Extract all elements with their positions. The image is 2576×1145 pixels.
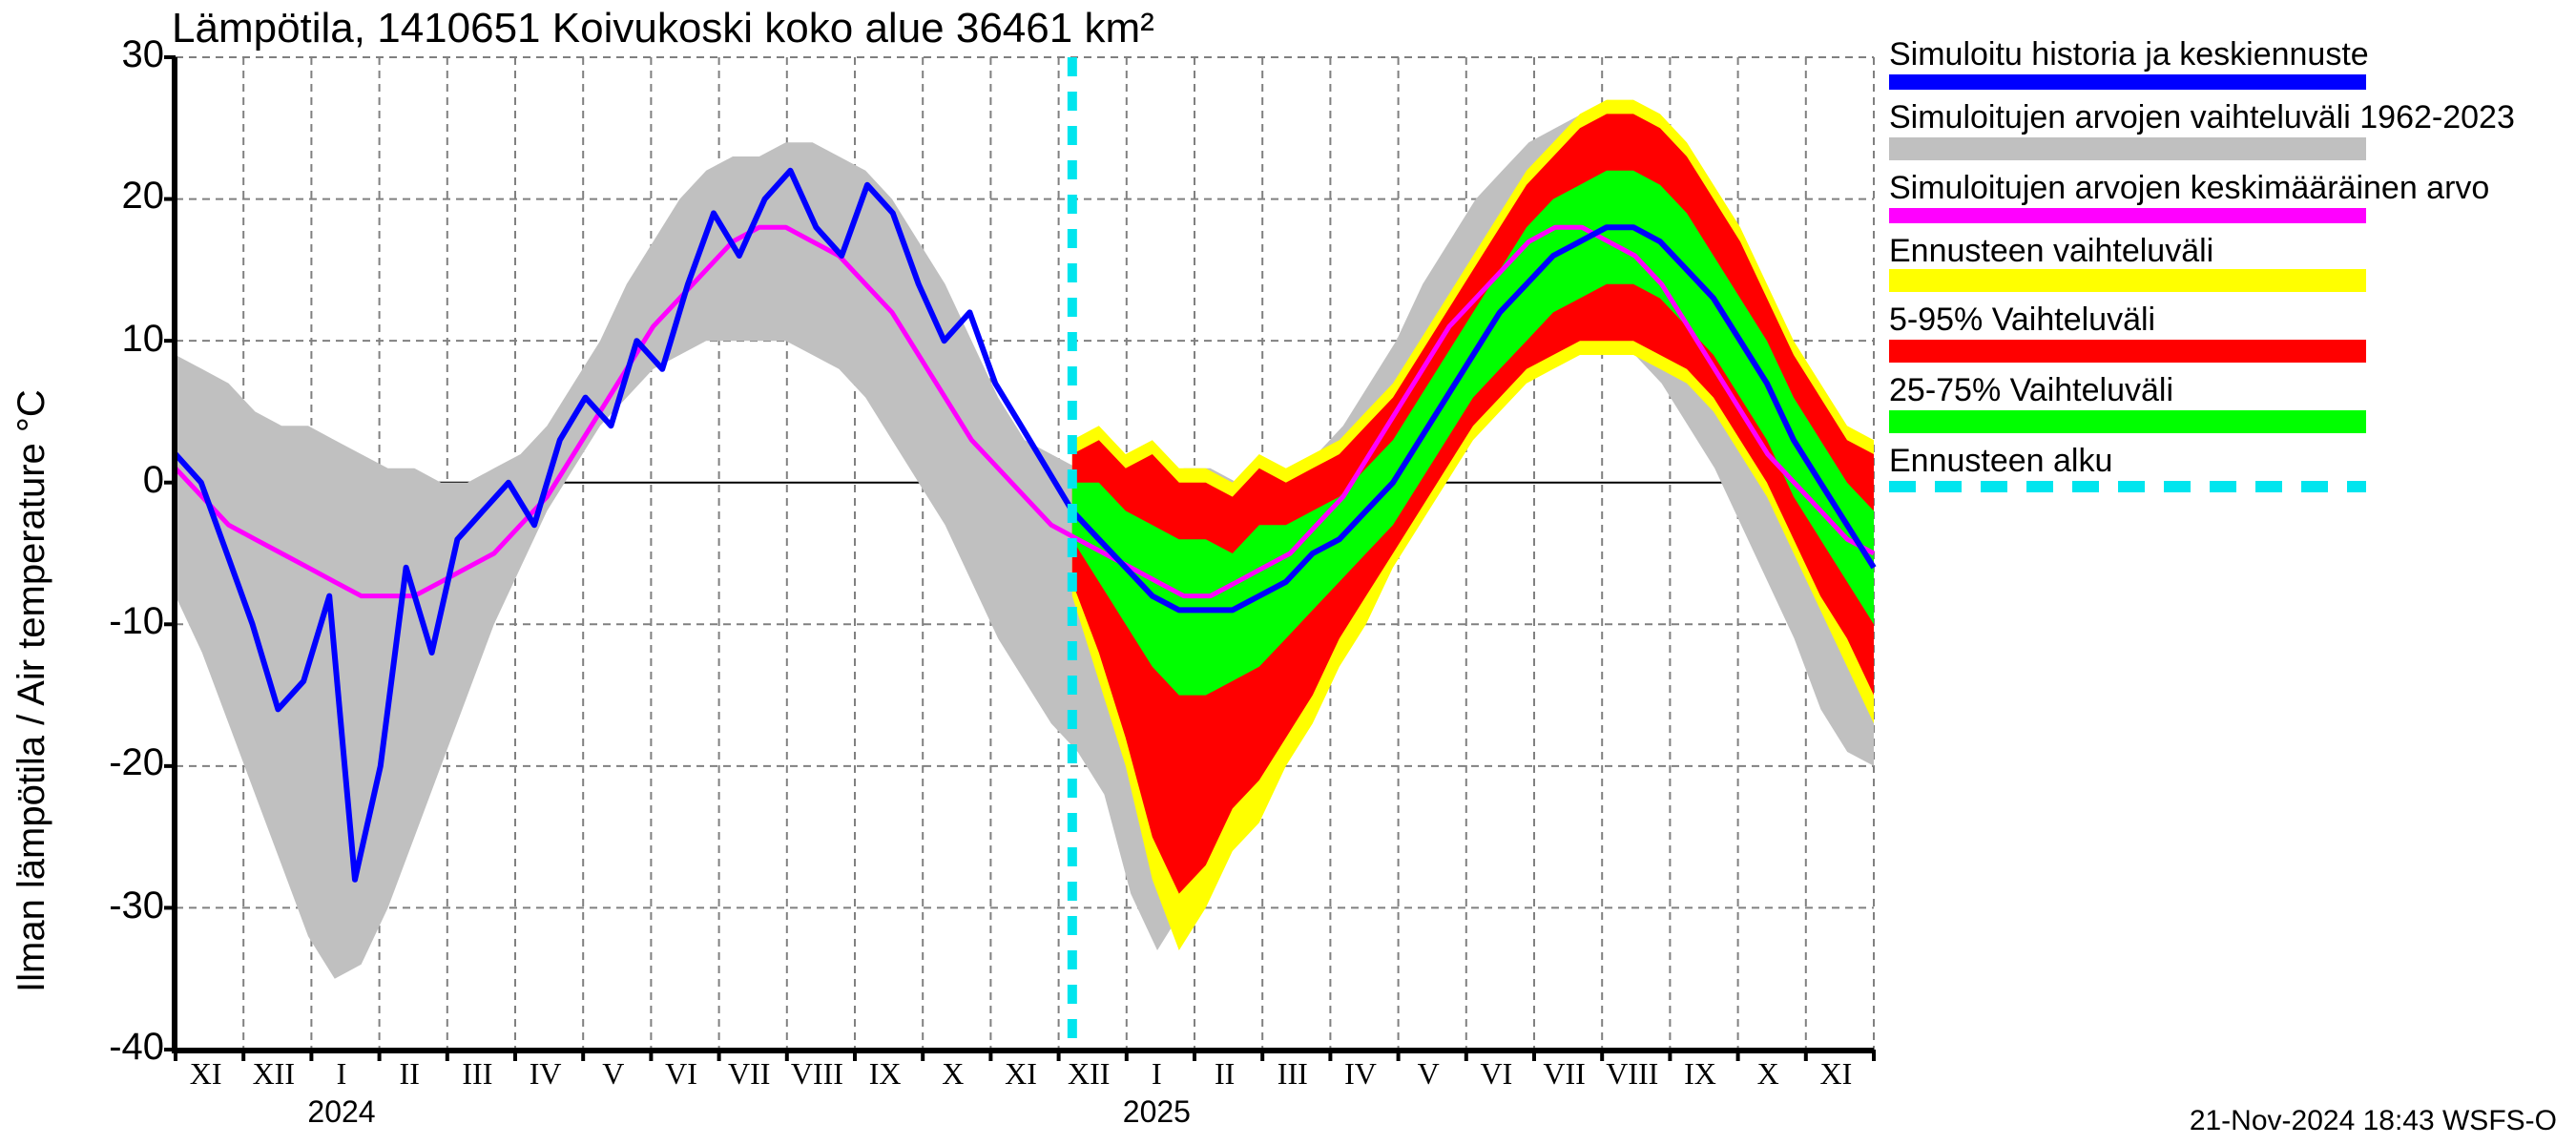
legend-swatch <box>1889 207 2366 222</box>
x-tick-label: X <box>942 1059 964 1093</box>
legend-label: 25-75% Vaihteluväli <box>1889 374 2557 408</box>
legend-swatch <box>1889 74 2366 90</box>
y-tick-label: -40 <box>109 1027 164 1071</box>
x-year-label: 2024 <box>307 1097 375 1132</box>
x-tick-label: I <box>337 1059 347 1093</box>
legend-swatch <box>1889 270 2366 293</box>
x-tick-label: II <box>1215 1059 1235 1093</box>
y-tick-label: -10 <box>109 601 164 645</box>
plot-area <box>172 57 1874 1053</box>
x-tick-label: III <box>1278 1059 1308 1093</box>
x-year-label: 2025 <box>1123 1097 1191 1132</box>
legend-item: Ennusteen vaihteluväli <box>1889 234 2557 293</box>
x-tick-label: XII <box>253 1059 295 1093</box>
legend-swatch <box>1889 481 2366 492</box>
x-tick-label: V <box>602 1059 624 1093</box>
x-tick-label: VI <box>1480 1059 1512 1093</box>
legend-item: 5-95% Vaihteluväli <box>1889 304 2557 364</box>
x-tick-label: IX <box>1684 1059 1716 1093</box>
legend-item: Ennusteen alku <box>1889 445 2557 492</box>
legend-label: Simuloitu historia ja keskiennuste <box>1889 38 2557 73</box>
x-tick-label: XII <box>1068 1059 1110 1093</box>
y-tick-label: 30 <box>122 34 165 78</box>
legend-label: Simuloitujen arvojen vaihteluväli 1962-2… <box>1889 101 2557 135</box>
legend-label: Simuloitujen arvojen keskimääräinen arvo <box>1889 171 2557 205</box>
legend-item: 25-75% Vaihteluväli <box>1889 374 2557 433</box>
x-tick-label: XI <box>1005 1059 1037 1093</box>
x-tick-label: XI <box>1819 1059 1852 1093</box>
x-tick-label: IV <box>530 1059 562 1093</box>
x-tick-label: I <box>1152 1059 1162 1093</box>
legend-label: 5-95% Vaihteluväli <box>1889 304 2557 339</box>
y-axis-label: Ilman lämpötila / Air temperature °C <box>11 389 55 992</box>
legend-label: Ennusteen vaihteluväli <box>1889 234 2557 268</box>
legend-swatch <box>1889 340 2366 363</box>
x-tick-label: IV <box>1344 1059 1377 1093</box>
legend: Simuloitu historia ja keskiennuste Simulo… <box>1889 38 2557 504</box>
legend-item: Simuloitujen arvojen vaihteluväli 1962-2… <box>1889 101 2557 160</box>
legend-swatch <box>1889 410 2366 433</box>
x-tick-label: VI <box>665 1059 697 1093</box>
x-tick-label: VII <box>728 1059 770 1093</box>
x-tick-label: VII <box>1543 1059 1585 1093</box>
x-tick-label: XI <box>190 1059 222 1093</box>
legend-swatch <box>1889 136 2366 159</box>
x-tick-label: X <box>1757 1059 1779 1093</box>
footer-timestamp: 21-Nov-2024 18:43 WSFS-O <box>2190 1105 2557 1137</box>
chart-title: Lämpötila, 1410651 Koivukoski koko alue … <box>172 4 1154 53</box>
legend-label: Ennusteen alku <box>1889 445 2557 479</box>
plot-svg <box>176 57 1874 1050</box>
x-tick-label: VIII <box>1606 1059 1658 1093</box>
y-tick-label: -20 <box>109 743 164 787</box>
x-tick-label: III <box>462 1059 492 1093</box>
y-tick-label: 0 <box>143 460 164 504</box>
legend-item: Simuloitujen arvojen keskimääräinen arvo <box>1889 171 2557 222</box>
chart-container: Lämpötila, 1410651 Koivukoski koko alue … <box>0 0 2576 1145</box>
y-tick-label: -30 <box>109 885 164 928</box>
x-tick-label: IX <box>869 1059 902 1093</box>
y-tick-label: 20 <box>122 177 165 220</box>
x-tick-label: II <box>400 1059 420 1093</box>
legend-item: Simuloitu historia ja keskiennuste <box>1889 38 2557 90</box>
x-tick-label: VIII <box>791 1059 843 1093</box>
y-tick-label: 10 <box>122 318 165 362</box>
x-tick-label: V <box>1418 1059 1440 1093</box>
